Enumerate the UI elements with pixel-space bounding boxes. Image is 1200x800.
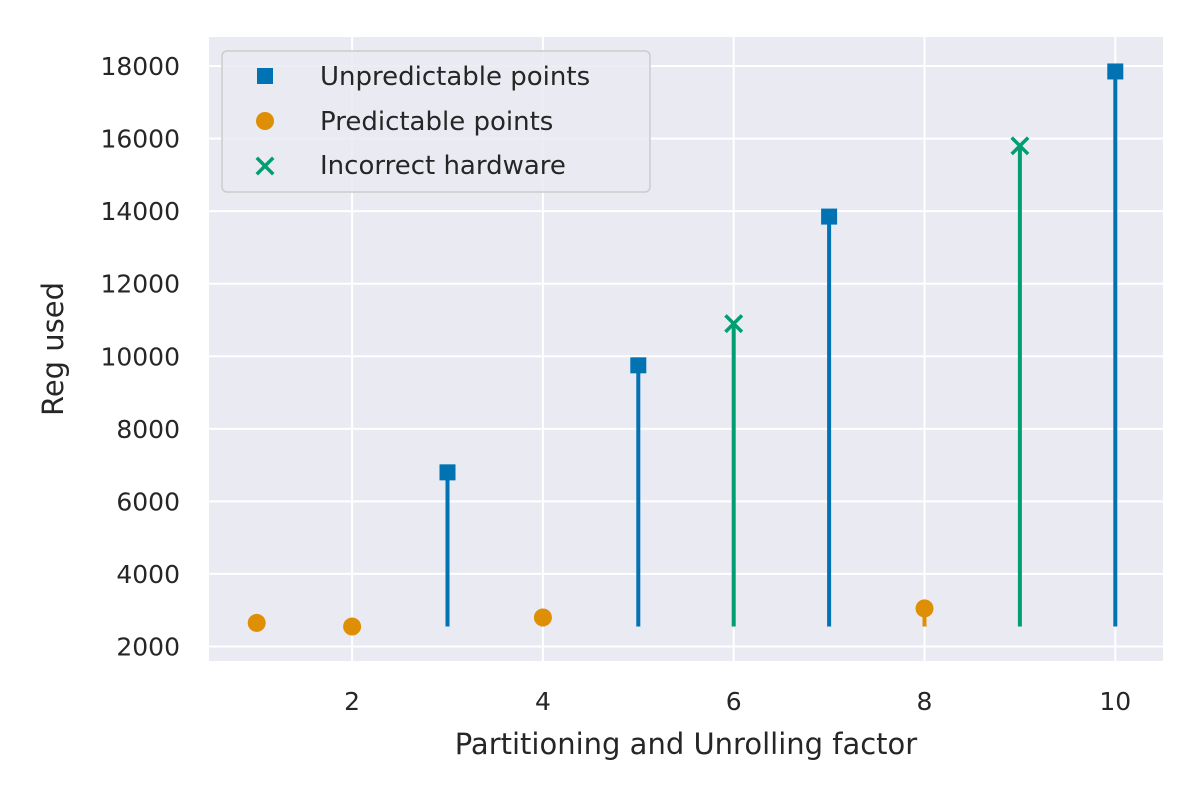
- square-marker: [1107, 63, 1124, 80]
- x-marker: [1010, 136, 1030, 156]
- x-tick-label: 6: [726, 687, 742, 716]
- x-tick-label: 10: [1099, 687, 1131, 716]
- y-tick-label: 14000: [100, 197, 180, 226]
- legend-circle-marker: [256, 112, 274, 130]
- y-tick-label: 8000: [116, 415, 180, 444]
- legend-square-marker: [257, 68, 273, 84]
- legend-label-unpredictable: Unpredictable points: [320, 62, 590, 92]
- y-tick-label: 16000: [100, 125, 180, 154]
- y-tick-labels: 2000 4000 6000 8000 10000 12000 14000 16000 1800…: [100, 52, 180, 661]
- y-axis-label: Reg used: [36, 282, 70, 416]
- legend-box: [221, 50, 651, 193]
- x-tick-label: 2: [344, 687, 360, 716]
- data-markers: [247, 63, 1124, 636]
- legend-label-incorrect: Incorrect hardware: [320, 151, 566, 181]
- y-tick-label: 12000: [100, 270, 180, 299]
- legend-markers: [255, 68, 275, 176]
- circle-marker: [247, 613, 266, 632]
- square-marker: [821, 208, 838, 225]
- x-tick-label: 8: [917, 687, 933, 716]
- circle-marker: [343, 617, 362, 636]
- y-tick-label: 10000: [100, 342, 180, 371]
- y-tick-label: 2000: [116, 632, 180, 661]
- legend-label-predictable: Predictable points: [320, 107, 553, 137]
- legend: Unpredictable points Predictable points …: [221, 50, 651, 193]
- y-tick-label: 18000: [100, 52, 180, 81]
- circle-marker: [915, 599, 934, 618]
- legend-x-marker: [255, 156, 275, 176]
- square-marker: [439, 464, 456, 481]
- y-tick-label: 4000: [116, 560, 180, 589]
- x-tick-labels: 2 4 6 8 10: [344, 687, 1131, 716]
- circle-marker: [533, 608, 552, 627]
- square-marker: [630, 357, 647, 374]
- x-tick-label: 4: [535, 687, 551, 716]
- x-axis-label: Partitioning and Unrolling factor: [455, 727, 918, 761]
- y-tick-label: 6000: [116, 487, 180, 516]
- x-marker: [724, 314, 744, 334]
